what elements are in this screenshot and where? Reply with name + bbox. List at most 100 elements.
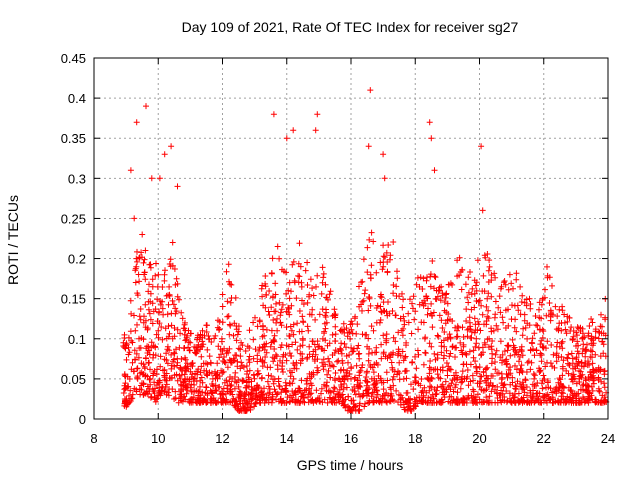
data-point — [348, 365, 355, 372]
data-point — [161, 271, 168, 278]
data-point — [505, 366, 512, 373]
data-point — [214, 360, 221, 367]
data-point — [380, 259, 387, 266]
data-point — [413, 398, 420, 405]
data-point — [120, 343, 127, 349]
data-point — [262, 354, 269, 360]
data-point — [280, 397, 287, 404]
data-point — [197, 383, 203, 390]
data-point — [158, 324, 165, 330]
data-point — [261, 346, 268, 353]
data-point — [511, 351, 518, 358]
data-point — [262, 397, 269, 404]
data-point — [206, 353, 213, 360]
data-point — [313, 283, 319, 290]
data-point — [215, 317, 221, 324]
data-point — [531, 375, 538, 382]
data-point — [309, 338, 316, 345]
data-point — [378, 355, 385, 362]
data-point — [351, 401, 357, 407]
data-point — [395, 399, 401, 406]
data-point — [152, 272, 159, 279]
data-point — [476, 383, 483, 390]
data-point — [409, 300, 415, 307]
data-point — [578, 359, 585, 366]
data-point — [255, 385, 262, 392]
data-point — [331, 384, 338, 391]
data-point — [595, 375, 602, 382]
data-point — [229, 398, 236, 405]
data-point — [449, 343, 456, 350]
data-point — [418, 376, 425, 382]
data-point — [439, 325, 446, 331]
y-tick-label: 0.05 — [61, 372, 86, 387]
data-point — [470, 399, 477, 406]
data-point — [128, 337, 135, 344]
data-point — [440, 391, 447, 398]
data-point — [248, 397, 255, 403]
data-point — [492, 399, 499, 406]
data-point — [448, 380, 455, 387]
data-point — [462, 350, 469, 357]
data-point — [137, 316, 144, 323]
data-point — [428, 384, 435, 391]
data-point — [362, 287, 369, 294]
data-point — [161, 366, 168, 373]
data-point — [515, 399, 522, 406]
data-point — [529, 335, 536, 342]
data-point — [174, 293, 181, 300]
data-point — [368, 262, 375, 269]
data-point — [165, 323, 172, 330]
data-point — [479, 311, 486, 318]
data-point — [154, 296, 161, 303]
data-point — [574, 362, 581, 369]
data-point — [163, 391, 170, 398]
y-tick-label: 0.45 — [61, 51, 86, 66]
data-point — [174, 280, 181, 287]
data-point — [597, 323, 604, 330]
data-point — [569, 391, 576, 397]
data-point — [311, 341, 318, 348]
data-point — [227, 281, 233, 288]
data-point — [127, 387, 134, 394]
data-point — [373, 394, 380, 401]
data-point — [584, 389, 591, 396]
data-point — [125, 344, 132, 351]
data-point — [393, 283, 400, 290]
data-point — [161, 151, 168, 158]
data-point — [356, 350, 363, 357]
data-point — [389, 351, 396, 358]
data-point — [322, 281, 329, 288]
data-point — [269, 354, 276, 361]
data-point — [445, 363, 452, 370]
data-point — [533, 390, 540, 397]
data-point — [125, 401, 131, 407]
data-point — [569, 355, 576, 362]
data-point — [298, 328, 305, 335]
data-point — [261, 385, 267, 392]
data-point — [353, 330, 360, 337]
data-point — [196, 336, 203, 343]
data-point — [129, 391, 136, 398]
data-point — [192, 398, 199, 405]
data-point — [546, 397, 553, 403]
data-point — [419, 399, 426, 406]
data-point — [389, 364, 396, 371]
data-point — [231, 385, 238, 392]
data-point — [232, 294, 239, 301]
data-point — [283, 135, 290, 142]
data-point — [487, 379, 494, 386]
data-point — [481, 321, 487, 328]
data-point — [527, 301, 534, 307]
data-point — [414, 274, 421, 281]
y-tick-label: 0.35 — [61, 131, 86, 146]
data-point — [498, 370, 505, 377]
data-point — [519, 292, 526, 299]
data-point — [383, 308, 390, 315]
data-point — [153, 260, 159, 267]
data-point — [225, 349, 232, 356]
data-point — [539, 385, 546, 392]
data-point — [595, 385, 602, 392]
data-point — [318, 290, 325, 297]
data-point — [325, 355, 332, 362]
